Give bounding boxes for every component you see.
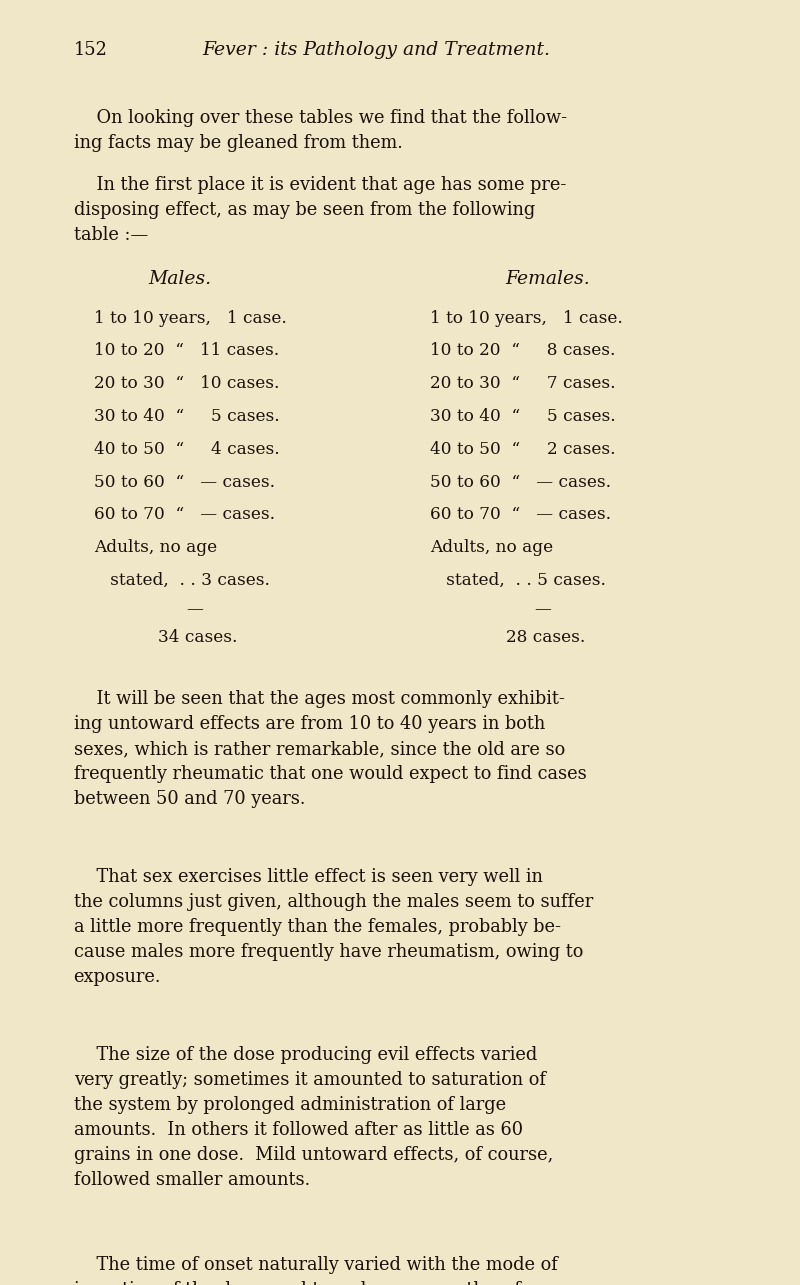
- Text: It will be seen that the ages most commonly exhibit-
ing untoward effects are fr: It will be seen that the ages most commo…: [74, 690, 586, 808]
- Text: Adults, no age: Adults, no age: [94, 538, 218, 556]
- Text: 40 to 50  “     4 cases.: 40 to 50 “ 4 cases.: [94, 441, 280, 457]
- Text: Fever : its Pathology and Treatment.: Fever : its Pathology and Treatment.: [202, 41, 550, 59]
- Text: 20 to 30  “     7 cases.: 20 to 30 “ 7 cases.: [430, 375, 616, 392]
- Text: In the first place it is evident that age has some pre-
disposing effect, as may: In the first place it is evident that ag…: [74, 176, 566, 244]
- Text: —: —: [186, 600, 203, 618]
- Text: 60 to 70  “   — cases.: 60 to 70 “ — cases.: [94, 506, 275, 523]
- Text: 10 to 20  “     8 cases.: 10 to 20 “ 8 cases.: [430, 343, 616, 360]
- Text: 30 to 40  “     5 cases.: 30 to 40 “ 5 cases.: [94, 407, 280, 425]
- Text: 40 to 50  “     2 cases.: 40 to 50 “ 2 cases.: [430, 441, 616, 457]
- Text: 152: 152: [74, 41, 107, 59]
- Text: —: —: [534, 600, 551, 618]
- Text: 1 to 10 years,   1 case.: 1 to 10 years, 1 case.: [430, 310, 623, 326]
- Text: The time of onset naturally varied with the mode of
ingestion of the drug, and t: The time of onset naturally varied with …: [74, 1255, 558, 1285]
- Text: 30 to 40  “     5 cases.: 30 to 40 “ 5 cases.: [430, 407, 616, 425]
- Text: Adults, no age: Adults, no age: [430, 538, 554, 556]
- Text: 50 to 60  “   — cases.: 50 to 60 “ — cases.: [94, 473, 275, 491]
- Text: On looking over these tables we find that the follow-
ing facts may be gleaned f: On looking over these tables we find tha…: [74, 109, 566, 152]
- Text: stated,  . . 3 cases.: stated, . . 3 cases.: [94, 572, 270, 589]
- Text: 28 cases.: 28 cases.: [506, 628, 586, 645]
- Text: 60 to 70  “   — cases.: 60 to 70 “ — cases.: [430, 506, 611, 523]
- Text: 34 cases.: 34 cases.: [158, 628, 238, 645]
- Text: 10 to 20  “   11 cases.: 10 to 20 “ 11 cases.: [94, 343, 280, 360]
- Text: 1 to 10 years,   1 case.: 1 to 10 years, 1 case.: [94, 310, 287, 326]
- Text: 20 to 30  “   10 cases.: 20 to 30 “ 10 cases.: [94, 375, 280, 392]
- Text: 50 to 60  “   — cases.: 50 to 60 “ — cases.: [430, 473, 611, 491]
- Text: Females.: Females.: [506, 270, 590, 288]
- Text: That sex exercises little effect is seen very well in
the columns just given, al: That sex exercises little effect is seen…: [74, 869, 593, 986]
- Text: Males.: Males.: [149, 270, 211, 288]
- Text: The size of the dose producing evil effects varied
very greatly; sometimes it am: The size of the dose producing evil effe…: [74, 1046, 553, 1189]
- Text: stated,  . . 5 cases.: stated, . . 5 cases.: [430, 572, 606, 589]
